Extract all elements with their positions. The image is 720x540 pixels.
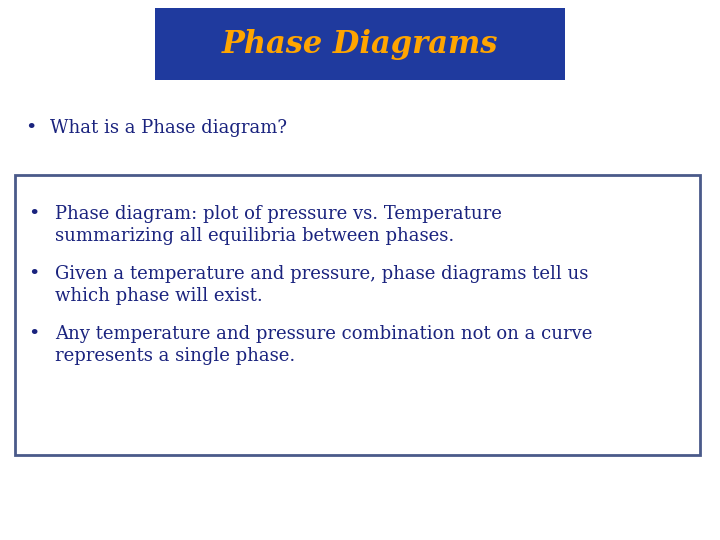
FancyBboxPatch shape xyxy=(15,175,700,455)
Text: •: • xyxy=(25,119,37,137)
Text: Any temperature and pressure combination not on a curve: Any temperature and pressure combination… xyxy=(55,325,593,343)
Text: What is a Phase diagram?: What is a Phase diagram? xyxy=(50,119,287,137)
Text: which phase will exist.: which phase will exist. xyxy=(55,287,263,305)
Text: summarizing all equilibria between phases.: summarizing all equilibria between phase… xyxy=(55,227,454,245)
FancyBboxPatch shape xyxy=(155,8,565,80)
Text: •: • xyxy=(28,265,40,283)
Text: •: • xyxy=(28,205,40,223)
Text: •: • xyxy=(28,325,40,343)
Text: represents a single phase.: represents a single phase. xyxy=(55,347,295,365)
Text: Phase Diagrams: Phase Diagrams xyxy=(222,29,498,59)
Text: Phase diagram: plot of pressure vs. Temperature: Phase diagram: plot of pressure vs. Temp… xyxy=(55,205,502,223)
Text: Given a temperature and pressure, phase diagrams tell us: Given a temperature and pressure, phase … xyxy=(55,265,588,283)
